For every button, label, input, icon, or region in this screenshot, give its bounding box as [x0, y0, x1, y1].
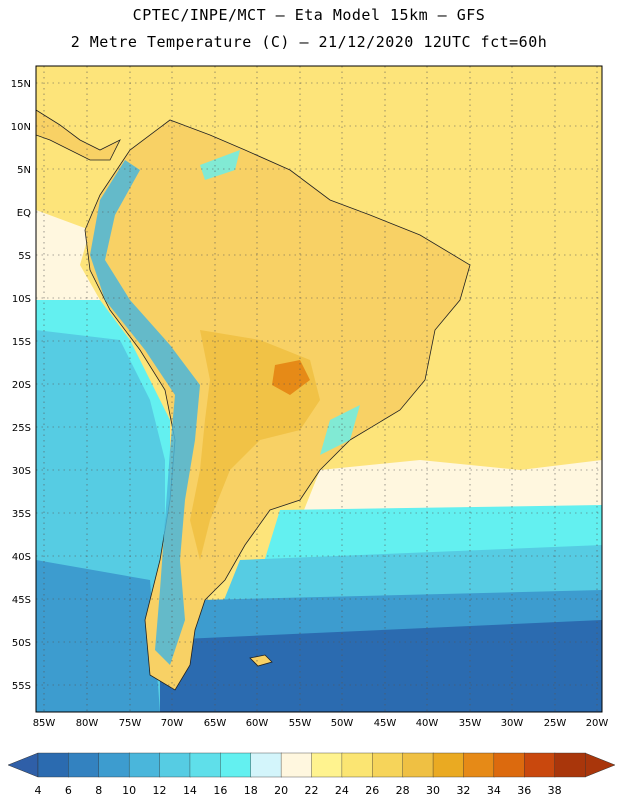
- lon-label: 20W: [586, 718, 609, 729]
- lat-label: 20S: [12, 380, 31, 391]
- lon-label: 60W: [246, 718, 269, 729]
- lat-axis: 15N 10N 5N EQ 5S 10S 15S 20S 25S 30S 35S…: [11, 79, 31, 692]
- lon-label: 30W: [501, 718, 524, 729]
- lon-label: 55W: [289, 718, 312, 729]
- chart-title-line2: 2 Metre Temperature (C) – 21/12/2020 12U…: [70, 33, 548, 51]
- lon-label: 25W: [544, 718, 567, 729]
- colorbar-label: 18: [244, 784, 258, 797]
- colorbar-label: 36: [517, 784, 531, 797]
- colorbar: 4 6 8 10 12 14 16 18 20 22 24 26 28 30 32 34 36 38: [7, 752, 616, 797]
- lat-label: 50S: [12, 638, 31, 649]
- ocean-cold-pacific: [36, 560, 160, 712]
- colorbar-cell: [250, 752, 282, 778]
- colorbar-label: 32: [456, 784, 470, 797]
- map-frame: [35, 65, 603, 713]
- andes-cool-strip: [90, 160, 200, 665]
- colorbar-cells: [37, 752, 586, 778]
- colorbar-cell: [493, 752, 525, 778]
- colorbar-cell: [220, 752, 252, 778]
- colorbar-label: 34: [487, 784, 501, 797]
- colorbar-cell: [128, 752, 161, 778]
- lon-label: 85W: [33, 718, 56, 729]
- lat-label: 55S: [12, 681, 31, 692]
- lon-label: 70W: [161, 718, 184, 729]
- colorbar-labels: 4 6 8 10 12 14 16 18 20 22 24 26 28 30 32 34 36 38: [35, 784, 562, 797]
- colorbar-cell: [159, 752, 191, 778]
- colorbar-label: 4: [35, 784, 42, 797]
- lat-label: 25S: [12, 423, 31, 434]
- colorbar-label: 24: [335, 784, 349, 797]
- colorbar-label: 14: [183, 784, 197, 797]
- lat-label: 30S: [12, 466, 31, 477]
- colorbar-cell: [463, 752, 495, 778]
- lat-label: 45S: [12, 595, 31, 606]
- lat-label: 10S: [12, 294, 31, 305]
- colorbar-label: 28: [396, 784, 410, 797]
- temperature-field: [36, 66, 602, 712]
- colorbar-cell: [341, 752, 373, 778]
- colorbar-cell: [372, 752, 404, 778]
- colorbar-cell: [280, 752, 313, 778]
- colorbar-cell: [68, 752, 100, 778]
- coastal-cool-north: [200, 150, 240, 180]
- lon-label: 45W: [374, 718, 397, 729]
- lat-label: 15N: [11, 79, 31, 90]
- colorbar-label: 22: [305, 784, 319, 797]
- hot-spot: [272, 360, 310, 395]
- colorbar-label: 20: [274, 784, 288, 797]
- colorbar-cell: [311, 752, 343, 778]
- ocean-cream-atlantic: [300, 460, 602, 520]
- lat-label: EQ: [17, 208, 31, 219]
- falklands: [249, 654, 273, 667]
- lon-label: 40W: [416, 718, 439, 729]
- lon-label: 50W: [331, 718, 354, 729]
- colorbar-label: 10: [122, 784, 136, 797]
- ocean-deep-atlantic: [160, 620, 602, 712]
- lat-label: 15S: [12, 337, 31, 348]
- colorbar-cell: [524, 752, 556, 778]
- lat-label: 10N: [11, 122, 31, 133]
- lon-label: 35W: [459, 718, 482, 729]
- lon-axis: 85W 80W 75W 70W 65W 60W 55W 50W 45W 40W …: [33, 718, 609, 729]
- lon-label: 80W: [76, 718, 99, 729]
- chart-title-line1: CPTEC/INPE/MCT – Eta Model 15km – GFS: [132, 6, 486, 24]
- lat-label: 5N: [17, 165, 31, 176]
- colorbar-label: 8: [95, 784, 102, 797]
- colorbar-cell: [432, 752, 465, 778]
- lat-label: 5S: [18, 251, 31, 262]
- colorbar-cell: [402, 752, 434, 778]
- colorbar-cell: [189, 752, 222, 778]
- colorbar-label: 30: [426, 784, 440, 797]
- lat-label: 40S: [12, 552, 31, 563]
- lat-label: 35S: [12, 509, 31, 520]
- colorbar-left-arrow: [7, 752, 39, 778]
- graticule: [36, 66, 602, 712]
- lon-label: 75W: [119, 718, 142, 729]
- ocean-cool-pacific: [36, 210, 100, 300]
- colorbar-cell: [554, 752, 586, 778]
- colorbar-cell: [37, 752, 70, 778]
- colorbar-label: 38: [548, 784, 562, 797]
- lon-label: 65W: [204, 718, 227, 729]
- colorbar-label: 26: [365, 784, 379, 797]
- central-america-land: [36, 109, 121, 161]
- colorbar-label: 16: [213, 784, 227, 797]
- colorbar-label: 12: [153, 784, 167, 797]
- colorbar-cell: [98, 752, 130, 778]
- coastal-cool-se: [320, 405, 360, 455]
- colorbar-label: 6: [65, 784, 72, 797]
- colorbar-right-arrow: [584, 752, 616, 778]
